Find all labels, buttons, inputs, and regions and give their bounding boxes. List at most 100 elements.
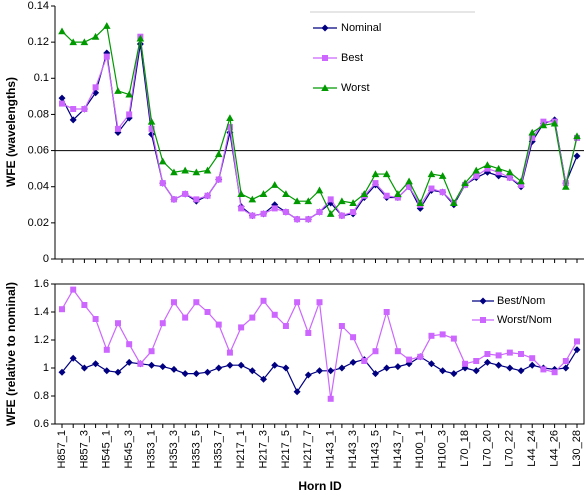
marker: [69, 38, 77, 46]
marker: [282, 190, 290, 197]
marker: [394, 348, 401, 355]
x-tick-label: H353_1: [145, 430, 157, 469]
x-axis-label: Horn ID: [298, 479, 342, 493]
marker: [81, 106, 88, 113]
marker: [304, 197, 313, 205]
x-tick-label: H857_1: [56, 430, 68, 469]
marker: [550, 119, 559, 127]
marker: [80, 38, 89, 46]
marker: [562, 182, 570, 190]
marker: [305, 330, 312, 336]
marker: [92, 316, 99, 322]
marker: [450, 199, 458, 206]
marker: [181, 166, 189, 174]
marker: [293, 388, 301, 396]
x-tick-label: H217_5: [280, 430, 292, 469]
marker: [326, 210, 335, 217]
marker: [81, 302, 88, 308]
marker: [506, 349, 513, 356]
marker: [271, 205, 278, 212]
marker: [203, 166, 212, 174]
marker: [170, 196, 177, 203]
y-tick-label: 0.1: [34, 72, 49, 84]
marker: [483, 358, 491, 366]
y-tick-label: 0.02: [28, 217, 49, 229]
marker: [215, 321, 222, 328]
marker: [417, 353, 424, 360]
marker: [193, 196, 200, 203]
x-tick-label: H143_3: [347, 430, 359, 469]
marker: [58, 94, 66, 102]
marker: [372, 348, 379, 355]
marker: [58, 368, 66, 376]
marker: [484, 351, 491, 357]
marker: [427, 360, 435, 368]
marker: [59, 100, 65, 107]
marker: [270, 181, 279, 188]
marker: [125, 90, 133, 98]
marker: [427, 170, 436, 178]
marker: [103, 53, 110, 60]
marker: [539, 121, 548, 129]
marker: [103, 367, 111, 375]
marker: [204, 309, 211, 315]
marker: [338, 323, 345, 329]
marker: [416, 199, 425, 206]
marker: [383, 364, 391, 372]
marker: [260, 375, 268, 383]
marker: [528, 361, 536, 369]
marker: [271, 311, 278, 318]
marker: [260, 210, 267, 217]
marker: [562, 364, 570, 372]
x-tick-label: H217_7: [302, 430, 314, 469]
legend-label: Worst/Nom: [497, 314, 552, 326]
marker: [573, 152, 581, 160]
y-tick-label: 1.6: [34, 278, 49, 290]
y-tick-label: 0.04: [28, 181, 49, 193]
marker: [114, 125, 121, 132]
marker: [126, 111, 133, 118]
marker: [70, 106, 77, 113]
marker: [528, 128, 537, 136]
marker: [406, 183, 413, 190]
marker: [479, 297, 487, 305]
marker: [70, 286, 77, 293]
y-axis-label: WFE (wavelengths): [4, 77, 18, 187]
marker: [249, 314, 256, 321]
marker: [480, 317, 486, 323]
marker: [170, 299, 177, 306]
marker: [529, 134, 536, 141]
marker: [428, 185, 435, 192]
marker: [226, 124, 233, 131]
x-tick-label: L30_28: [571, 430, 583, 467]
marker: [321, 24, 329, 32]
marker: [204, 368, 212, 376]
marker: [192, 168, 201, 176]
marker: [226, 349, 233, 356]
x-tick-label: H545_1: [101, 430, 113, 469]
marker: [305, 216, 312, 223]
x-tick-label: H143_5: [369, 430, 381, 469]
marker: [316, 367, 323, 375]
marker: [529, 355, 536, 362]
marker: [238, 205, 245, 212]
y-tick-label: 0.06: [28, 144, 49, 156]
marker: [148, 361, 156, 369]
y-tick-label: 1: [43, 362, 49, 374]
marker: [495, 361, 503, 369]
marker: [249, 212, 256, 219]
marker: [394, 190, 402, 197]
x-tick-label: H857_3: [78, 430, 90, 469]
marker: [170, 168, 178, 176]
marker: [394, 363, 402, 371]
marker: [361, 358, 368, 364]
marker: [540, 366, 547, 373]
marker: [159, 180, 166, 187]
marker: [204, 192, 211, 199]
marker: [114, 87, 122, 94]
x-tick-label: H353_5: [190, 430, 202, 469]
marker: [125, 358, 133, 366]
marker: [450, 335, 457, 342]
marker: [237, 361, 245, 369]
marker: [192, 370, 200, 378]
